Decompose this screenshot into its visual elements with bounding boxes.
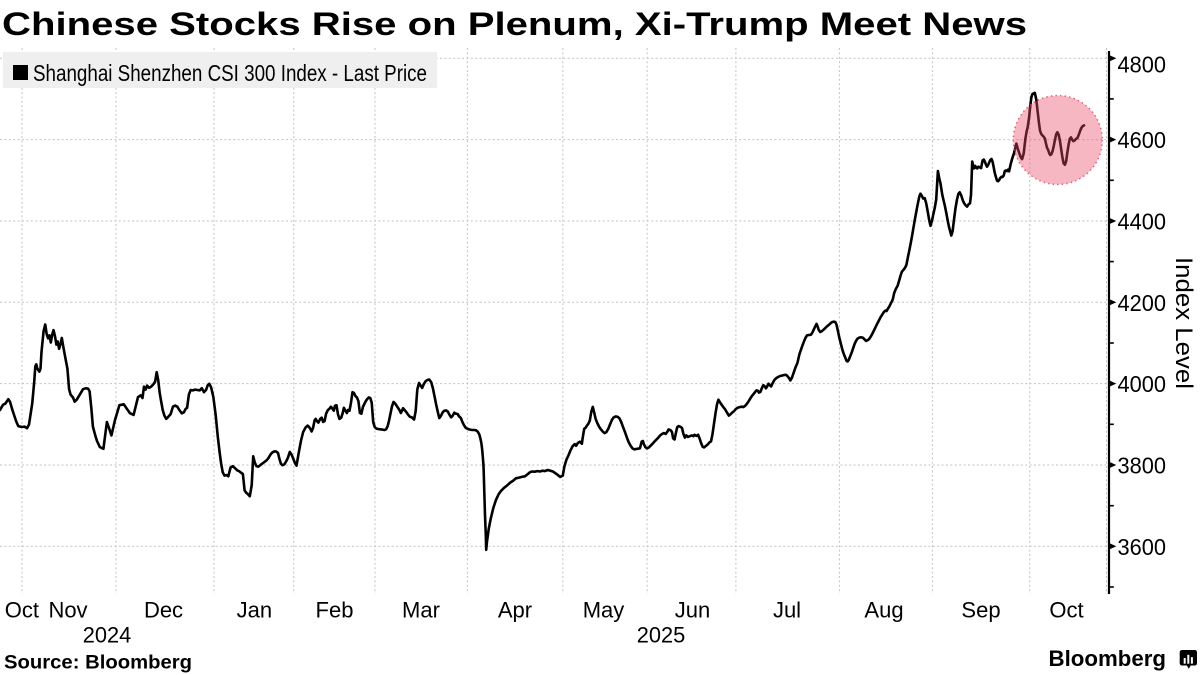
svg-text:Shanghai Shenzhen CSI 300 Inde: Shanghai Shenzhen CSI 300 Index - Last P… [33,60,427,86]
svg-text:May: May [583,598,625,623]
svg-text:4600: 4600 [1118,127,1167,153]
svg-text:4000: 4000 [1118,371,1167,397]
svg-text:Nov: Nov [48,598,87,623]
svg-text:Jan: Jan [237,598,272,623]
svg-text:Apr: Apr [498,598,532,623]
svg-text:Mar: Mar [402,598,440,623]
svg-text:2025: 2025 [637,623,686,648]
svg-text:Oct: Oct [1049,598,1083,623]
svg-text:3800: 3800 [1118,453,1167,479]
svg-text:Sep: Sep [961,598,1000,623]
svg-text:Jul: Jul [773,598,801,623]
svg-text:3600: 3600 [1118,534,1167,560]
svg-text:Feb: Feb [316,598,354,623]
svg-text:Jun: Jun [675,598,710,623]
svg-text:Index Level: Index Level [1170,257,1197,389]
svg-text:Aug: Aug [864,598,903,623]
svg-text:Dec: Dec [144,598,183,623]
svg-text:4400: 4400 [1118,209,1167,235]
svg-text:4800: 4800 [1118,52,1167,78]
svg-text:Source: Bloomberg: Source: Bloomberg [4,652,192,674]
svg-text:4200: 4200 [1118,290,1167,316]
svg-text:Chinese Stocks Rise on Plenum,: Chinese Stocks Rise on Plenum, Xi-Trump … [2,6,1027,42]
svg-text:2024: 2024 [83,623,132,648]
svg-text:Oct: Oct [5,598,39,623]
svg-text:Bloomberg: Bloomberg [1049,646,1167,671]
